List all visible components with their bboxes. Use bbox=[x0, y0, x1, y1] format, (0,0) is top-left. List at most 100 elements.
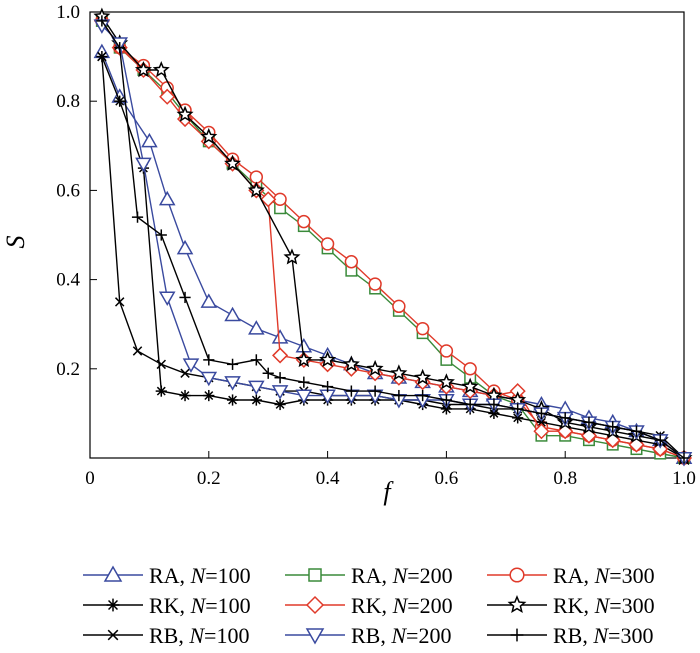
data-point bbox=[678, 452, 690, 464]
legend-item: RA, N=200 bbox=[285, 563, 453, 588]
data-point bbox=[114, 297, 125, 307]
data-point bbox=[368, 277, 382, 291]
legend-item: RK, N=100 bbox=[83, 593, 251, 618]
data-point bbox=[319, 350, 337, 368]
data-point bbox=[393, 389, 405, 402]
data-point bbox=[200, 293, 218, 308]
data-point bbox=[305, 628, 325, 645]
data-point bbox=[512, 403, 524, 415]
axis-ticks bbox=[89, 11, 685, 458]
data-point bbox=[414, 368, 432, 385]
data-point bbox=[369, 385, 381, 397]
legend: RA, N=100 RA, N=200 RA, N=300 RK, N=100 RK, … bbox=[83, 563, 655, 648]
data-point bbox=[248, 320, 265, 335]
x-tick-label: 0.4 bbox=[316, 468, 340, 489]
legend-label: RA, N=100 bbox=[149, 563, 251, 588]
data-point bbox=[158, 291, 176, 306]
plot-frame bbox=[89, 11, 685, 459]
data-point bbox=[250, 354, 262, 366]
data-point bbox=[182, 358, 200, 373]
data-point bbox=[297, 214, 311, 229]
data-point bbox=[226, 358, 239, 370]
data-point bbox=[630, 425, 643, 437]
y-tick-label: 0.4 bbox=[56, 270, 80, 291]
data-point bbox=[272, 347, 289, 364]
data-point bbox=[463, 362, 477, 376]
legend-item: RK, N=200 bbox=[285, 593, 453, 618]
legend-label: RB, N=200 bbox=[351, 623, 451, 648]
data-point bbox=[271, 385, 289, 400]
data-point bbox=[159, 88, 176, 105]
data-point bbox=[224, 154, 242, 171]
data-point bbox=[305, 595, 325, 615]
data-point bbox=[226, 394, 239, 406]
legend-item: RB, N=300 bbox=[487, 623, 653, 648]
x-tick-label: 0.2 bbox=[197, 468, 221, 489]
data-point bbox=[509, 567, 525, 583]
data-point bbox=[308, 568, 322, 582]
data-point bbox=[132, 346, 143, 356]
series-line bbox=[101, 24, 685, 459]
x-tick-label: 0.8 bbox=[553, 468, 577, 489]
data-point bbox=[260, 191, 277, 208]
data-point bbox=[106, 598, 120, 612]
data-point bbox=[464, 398, 476, 411]
data-point bbox=[224, 306, 241, 322]
legend-label: RA, N=200 bbox=[351, 563, 453, 588]
legend-item: RA, N=300 bbox=[487, 563, 655, 588]
data-point bbox=[247, 181, 265, 198]
data-point bbox=[135, 157, 152, 173]
data-point bbox=[295, 350, 313, 368]
data-point bbox=[533, 423, 550, 440]
data-point bbox=[97, 51, 107, 62]
legend-item: RK, N=300 bbox=[487, 593, 655, 618]
data-point bbox=[203, 354, 215, 366]
data-point bbox=[134, 61, 152, 78]
data-point bbox=[461, 377, 479, 394]
data-point bbox=[392, 299, 406, 314]
x-tick-label: 1.0 bbox=[672, 468, 696, 489]
x-tick-label: 0.6 bbox=[435, 468, 459, 489]
data-point bbox=[417, 389, 429, 402]
y-axis-label: S bbox=[1, 236, 30, 249]
data-point bbox=[488, 398, 500, 411]
legend-item: RA, N=100 bbox=[83, 563, 251, 588]
data-point bbox=[248, 380, 265, 396]
data-point bbox=[559, 412, 571, 424]
data-point bbox=[298, 376, 310, 388]
data-point bbox=[103, 565, 123, 582]
y-tick-label: 0.8 bbox=[56, 91, 80, 112]
x-axis-label: f bbox=[383, 477, 394, 506]
data-point bbox=[262, 367, 274, 379]
data-point bbox=[271, 329, 289, 344]
data-point bbox=[180, 368, 190, 378]
data-point bbox=[274, 398, 286, 411]
data-point bbox=[440, 394, 452, 406]
data-point bbox=[295, 337, 313, 353]
data-point bbox=[156, 359, 167, 370]
data-point bbox=[114, 95, 126, 107]
y-tick-label: 0.6 bbox=[56, 180, 80, 201]
legend-item: RB, N=200 bbox=[285, 623, 451, 648]
data-point bbox=[295, 389, 313, 405]
data-point bbox=[366, 359, 384, 377]
data-point bbox=[107, 629, 119, 641]
data-point bbox=[155, 385, 167, 397]
data-point bbox=[179, 291, 191, 304]
y-tick-label: 1.0 bbox=[56, 2, 80, 23]
x-tick-label: 0 bbox=[85, 468, 95, 489]
legend-label: RK, N=100 bbox=[149, 593, 251, 618]
data-point bbox=[415, 321, 430, 336]
data-point bbox=[250, 394, 262, 406]
data-point bbox=[507, 595, 527, 614]
data-point bbox=[141, 132, 158, 148]
data-point bbox=[158, 190, 176, 206]
data-point bbox=[179, 389, 191, 402]
data-point bbox=[344, 255, 359, 269]
data-point bbox=[200, 127, 218, 145]
data-point bbox=[176, 105, 194, 122]
data-point bbox=[283, 248, 301, 265]
data-point bbox=[535, 407, 548, 419]
series-line bbox=[101, 16, 685, 459]
